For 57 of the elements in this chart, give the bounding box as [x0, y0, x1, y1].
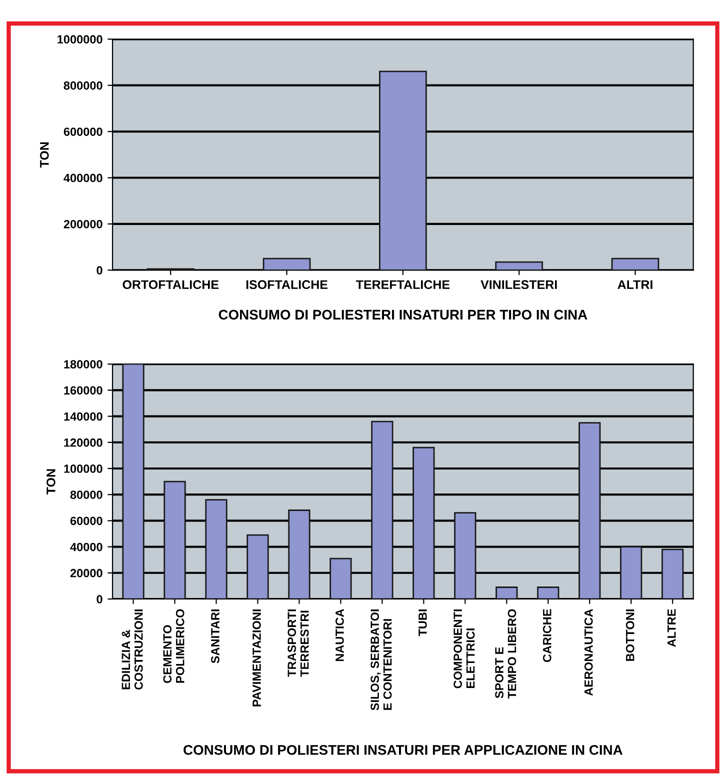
x-tick-label: ALTRI: [618, 280, 652, 289]
y-tick-label: 400000: [64, 174, 102, 182]
y-tick-label: 140000: [64, 412, 102, 421]
bar: [205, 499, 228, 599]
text: CONSUMO DI POLIESTERI INSATURI PER APPLICAZIONE IN CINA: [184, 745, 622, 755]
bar: [495, 261, 544, 270]
x-tick-label: AERONAUTICA: [584, 609, 593, 696]
bar: [164, 480, 186, 599]
bar: [379, 70, 427, 270]
bar: [122, 364, 144, 599]
y-tick-label: 1000000: [58, 35, 102, 44]
bar: [330, 558, 352, 599]
x-tick-label: VINILESTERI: [480, 280, 557, 290]
x-tick-label: SPORT E TEMPO LIBERO: [495, 609, 516, 698]
y-tick-label: 200000: [64, 220, 102, 228]
x-tick-label: PAVIMENTAZIONI: [252, 610, 261, 706]
y-tick-label: 0: [96, 266, 102, 275]
bar: [611, 258, 660, 270]
bar: [371, 420, 394, 599]
x-tick-label: SILOS, SERBATOI E CONTENITORI: [370, 610, 392, 710]
bar: [662, 548, 684, 599]
bar: [496, 586, 518, 599]
bar: [537, 586, 560, 599]
y-tick-label: 800000: [64, 81, 102, 90]
bar: [454, 512, 476, 599]
y-tick-label: 80000: [70, 490, 102, 499]
y-tick-label: 40000: [70, 542, 102, 552]
x-tick-label: ISOFTALICHE: [246, 280, 328, 290]
x-tick-label: TEREFTALICHE: [356, 280, 450, 290]
y-tick-label: 100000: [64, 464, 102, 473]
bar: [620, 546, 642, 599]
x-tick-label: CARICHE: [542, 609, 552, 662]
y-tick-label: 160000: [64, 386, 102, 395]
x-tick-label: BOTTONI: [626, 610, 634, 661]
x-tick-label: ORTOFTALICHE: [122, 280, 219, 290]
bar: [262, 258, 311, 270]
x-tick-label: ALTRE: [668, 609, 676, 647]
y-tick-label: 120000: [64, 438, 102, 447]
y-axis-title: TON: [40, 142, 49, 168]
x-tick-label: COMPONENTI ELETTRICI: [454, 610, 475, 688]
y-tick-label: 60000: [70, 516, 102, 526]
x-tick-label: TUBI: [418, 610, 427, 636]
y-axis-title: TON: [46, 469, 56, 494]
x-tick-label: NAUTICA: [336, 609, 344, 662]
y-tick-label: 180000: [64, 360, 102, 368]
x-tick-label: TRASPORTI TERRESTRI: [288, 610, 309, 677]
y-tick-label: 600000: [64, 128, 102, 136]
y-tick-label: 20000: [70, 568, 102, 578]
bar: [578, 422, 601, 599]
text: CONSUMO DI POLIESTERI INSATURI PER TIPO IN CINA: [218, 310, 588, 320]
y-tick-label: 0: [96, 595, 102, 604]
x-tick-label: EDILIZIA & COSTRUZIONI: [122, 610, 143, 690]
bar: [288, 510, 310, 599]
x-tick-label: SANITARI: [211, 610, 220, 664]
bar: [412, 446, 435, 599]
x-tick-label: CEMENTO POLIMERICO: [163, 609, 184, 683]
bar: [246, 534, 269, 599]
